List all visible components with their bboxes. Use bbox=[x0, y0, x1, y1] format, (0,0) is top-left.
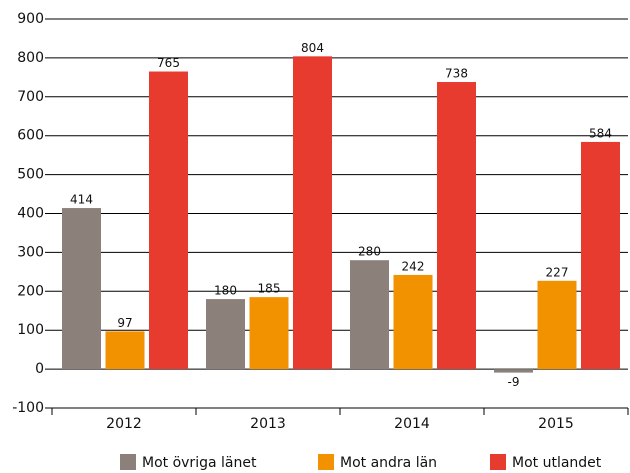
value-label: 185 bbox=[258, 282, 281, 296]
value-label: 227 bbox=[546, 265, 569, 279]
y-tick-label: 600 bbox=[17, 128, 44, 144]
value-label: 804 bbox=[301, 41, 324, 55]
bar bbox=[206, 299, 245, 370]
legend-swatch bbox=[318, 454, 334, 470]
bar bbox=[293, 56, 332, 370]
bar bbox=[350, 260, 389, 370]
bar bbox=[105, 331, 145, 370]
y-tick-label: 700 bbox=[17, 89, 44, 105]
y-tick-label: 0 bbox=[35, 361, 44, 377]
value-label: 738 bbox=[445, 67, 468, 81]
x-tick-label: 2014 bbox=[394, 416, 430, 432]
bar bbox=[581, 141, 620, 370]
y-tick-label: 900 bbox=[17, 11, 44, 27]
value-label: -9 bbox=[508, 375, 520, 389]
y-tick-label: 400 bbox=[17, 206, 44, 222]
bar bbox=[249, 297, 289, 370]
bar bbox=[494, 369, 533, 373]
value-label: 97 bbox=[117, 316, 132, 330]
x-tick-label: 2012 bbox=[106, 416, 142, 432]
legend-swatch bbox=[120, 454, 136, 470]
value-label: 242 bbox=[402, 259, 425, 273]
value-label: 765 bbox=[157, 56, 180, 70]
bar bbox=[62, 208, 101, 370]
legend-swatch bbox=[490, 454, 506, 470]
y-tick-label: 100 bbox=[17, 322, 44, 338]
x-tick-label: 2013 bbox=[250, 416, 286, 432]
value-label: 584 bbox=[589, 126, 612, 140]
y-tick-label: 300 bbox=[17, 244, 44, 260]
bar bbox=[437, 82, 476, 370]
legend-label: Mot utlandet bbox=[512, 455, 602, 471]
value-label: 414 bbox=[70, 193, 93, 207]
bar bbox=[149, 71, 188, 370]
bar bbox=[393, 274, 433, 370]
y-tick-label: 200 bbox=[17, 283, 44, 299]
bar bbox=[537, 280, 577, 370]
legend-label: Mot övriga länet bbox=[142, 455, 257, 471]
x-tick-label: 2015 bbox=[538, 416, 574, 432]
value-label: 280 bbox=[358, 245, 381, 259]
legend-label: Mot andra län bbox=[340, 455, 437, 471]
value-label: 180 bbox=[214, 284, 237, 298]
y-tick-label: 800 bbox=[17, 50, 44, 66]
y-tick-label: -100 bbox=[12, 400, 44, 416]
y-tick-label: 500 bbox=[17, 167, 44, 183]
